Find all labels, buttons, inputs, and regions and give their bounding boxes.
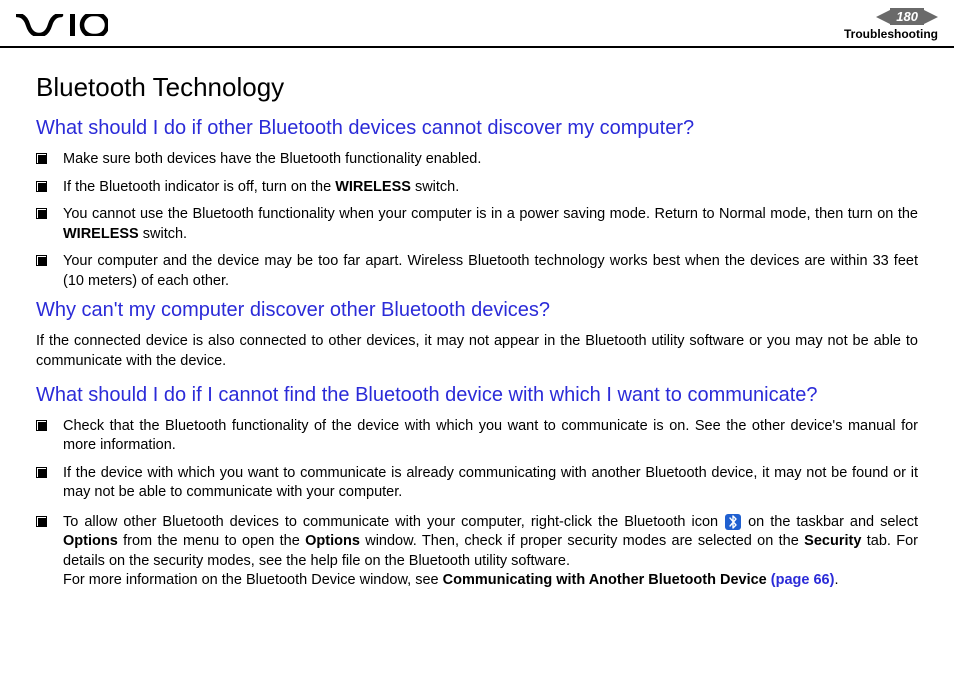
bullet-icon	[36, 153, 47, 164]
next-page-arrow[interactable]	[924, 10, 938, 24]
list-item: Make sure both devices have the Bluetoot…	[36, 150, 918, 170]
bullet-icon	[36, 467, 47, 478]
question-heading: What should I do if I cannot find the Bl…	[36, 384, 918, 407]
bullet-list: Make sure both devices have the Bluetoot…	[36, 150, 918, 291]
page-navigator: 180	[876, 8, 938, 25]
question-heading: What should I do if other Bluetooth devi…	[36, 117, 918, 140]
bullet-text: If the device with which you want to com…	[63, 464, 918, 503]
bullet-text: If the Bluetooth indicator is off, turn …	[63, 178, 918, 198]
page-number: 180	[890, 8, 924, 25]
page-link[interactable]: (page 66)	[771, 572, 835, 588]
bullet-icon	[36, 420, 47, 431]
bullet-text: You cannot use the Bluetooth functionali…	[63, 205, 918, 244]
bullet-icon	[36, 255, 47, 266]
list-item: To allow other Bluetooth devices to comm…	[36, 513, 918, 591]
bullet-text: Make sure both devices have the Bluetoot…	[63, 150, 918, 170]
question-heading: Why can't my computer discover other Blu…	[36, 299, 918, 322]
bullet-icon	[36, 208, 47, 219]
list-item: Your computer and the device may be too …	[36, 252, 918, 291]
bullet-list: To allow other Bluetooth devices to comm…	[36, 513, 918, 591]
bullet-text: Check that the Bluetooth functionality o…	[63, 417, 918, 456]
page-content: Bluetooth Technology What should I do if…	[0, 48, 954, 591]
page-header: 180 Troubleshooting	[0, 0, 954, 48]
page-title: Bluetooth Technology	[36, 72, 918, 103]
prev-page-arrow[interactable]	[876, 10, 890, 24]
list-item: You cannot use the Bluetooth functionali…	[36, 205, 918, 244]
bluetooth-icon	[725, 514, 741, 530]
bullet-list: Check that the Bluetooth functionality o…	[36, 417, 918, 503]
bullet-text: Your computer and the device may be too …	[63, 252, 918, 291]
list-item: If the Bluetooth indicator is off, turn …	[36, 178, 918, 198]
bullet-icon	[36, 516, 47, 527]
bullet-icon	[36, 181, 47, 192]
paragraph: If the connected device is also connecte…	[36, 332, 918, 371]
list-item: Check that the Bluetooth functionality o…	[36, 417, 918, 456]
vaio-logo	[16, 8, 108, 36]
header-meta: 180 Troubleshooting	[844, 8, 938, 41]
bullet-text: To allow other Bluetooth devices to comm…	[63, 513, 918, 591]
section-name: Troubleshooting	[844, 27, 938, 41]
list-item: If the device with which you want to com…	[36, 464, 918, 503]
